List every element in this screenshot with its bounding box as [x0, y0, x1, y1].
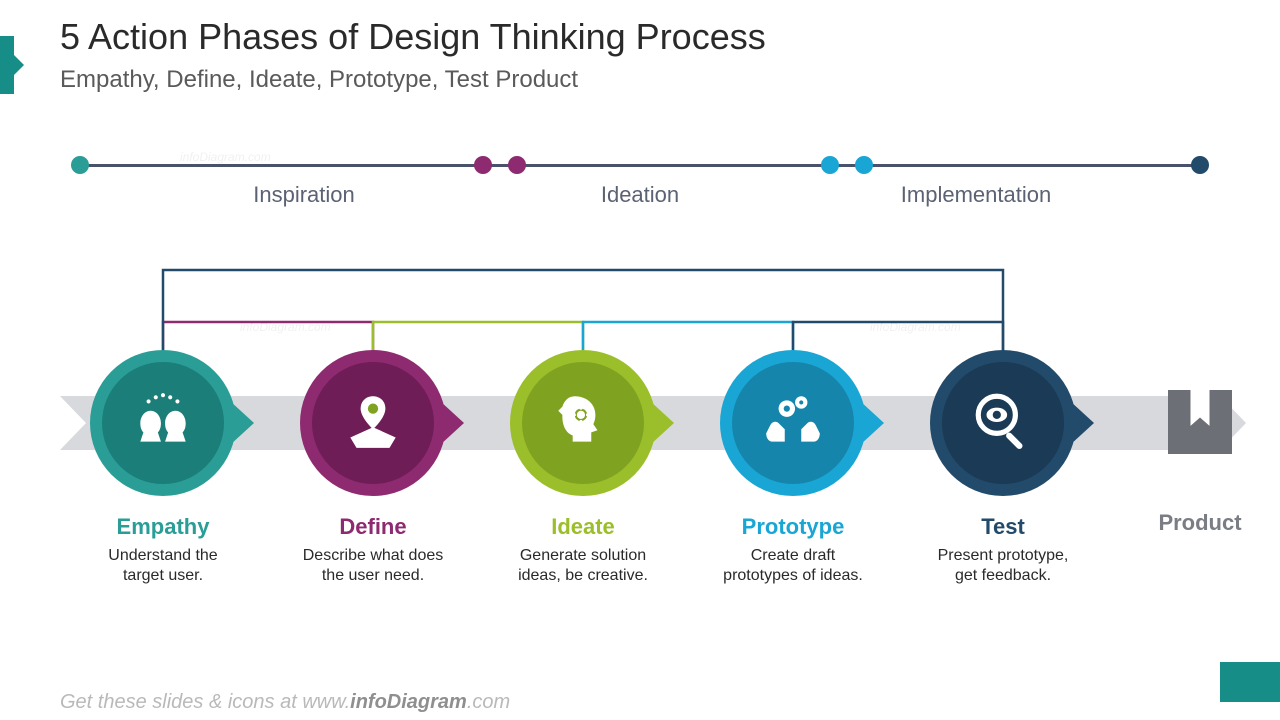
circle-inner [522, 362, 644, 484]
timeline-segment-label: Ideation [601, 182, 679, 208]
phase-desc: Understand the target user. [90, 546, 236, 586]
footer-prefix: Get these slides & icons at www. [60, 691, 350, 713]
timeline-bar [80, 164, 1200, 167]
phase-title: Define [300, 514, 446, 540]
phase-empathy: Empathy Understand the target user. [90, 350, 236, 586]
circle-notch [230, 401, 254, 445]
head-gear-icon [550, 388, 616, 459]
timeline-dot [1191, 156, 1209, 174]
product-box [1168, 390, 1232, 454]
circle-inner [732, 362, 854, 484]
phase-title: Empathy [90, 514, 236, 540]
slide-title: 5 Action Phases of Design Thinking Proce… [60, 16, 766, 58]
phase-title: Prototype [720, 514, 866, 540]
circle-inner [942, 362, 1064, 484]
phase-desc: Describe what does the user need. [300, 546, 446, 586]
phase-title: Ideate [510, 514, 656, 540]
bookmark-icon [1187, 390, 1213, 428]
two-heads-icon [130, 388, 196, 459]
phase-circle [930, 350, 1076, 496]
circle-inner [312, 362, 434, 484]
phase-circle [90, 350, 236, 496]
circle-notch [1070, 401, 1094, 445]
phase-circle [510, 350, 656, 496]
timeline-segment-label: Implementation [901, 182, 1051, 208]
phase-desc: Create draft prototypes of ideas. [720, 546, 866, 586]
footer-credit: Get these slides & icons at www.infoDiag… [60, 691, 510, 714]
footer-bold: infoDiagram [350, 691, 467, 713]
phase-define: Define Describe what does the user need. [300, 350, 446, 586]
phase-title: Test [930, 514, 1076, 540]
circle-inner [102, 362, 224, 484]
phase-test: Test Present prototype, get feedback. [930, 350, 1076, 586]
phase-desc: Generate solution ideas, be creative. [510, 546, 656, 586]
map-pin-icon [340, 388, 406, 459]
timeline-dot [474, 156, 492, 174]
product-endpoint: Product [1150, 390, 1250, 536]
timeline-dot [508, 156, 526, 174]
phase-circle [300, 350, 446, 496]
phase-group-timeline: InspirationIdeationImplementation [80, 156, 1200, 196]
circle-notch [650, 401, 674, 445]
right-accent [1220, 662, 1280, 702]
circle-notch [440, 401, 464, 445]
hands-gear-icon [760, 388, 826, 459]
phase-desc: Present prototype, get feedback. [930, 546, 1076, 586]
product-label: Product [1150, 510, 1250, 536]
timeline-dot [855, 156, 873, 174]
circle-notch [860, 401, 884, 445]
phase-ideate: Ideate Generate solution ideas, be creat… [510, 350, 656, 586]
timeline-dot [821, 156, 839, 174]
timeline-segment-label: Inspiration [253, 182, 355, 208]
left-accent [0, 36, 14, 94]
footer-suffix: .com [467, 691, 510, 713]
slide-subtitle: Empathy, Define, Ideate, Prototype, Test… [60, 66, 578, 94]
design-thinking-slide: 5 Action Phases of Design Thinking Proce… [0, 0, 1280, 720]
phase-prototype: Prototype Create draft prototypes of ide… [720, 350, 866, 586]
phase-circle [720, 350, 866, 496]
magnify-eye-icon [970, 388, 1036, 459]
timeline-dot [71, 156, 89, 174]
